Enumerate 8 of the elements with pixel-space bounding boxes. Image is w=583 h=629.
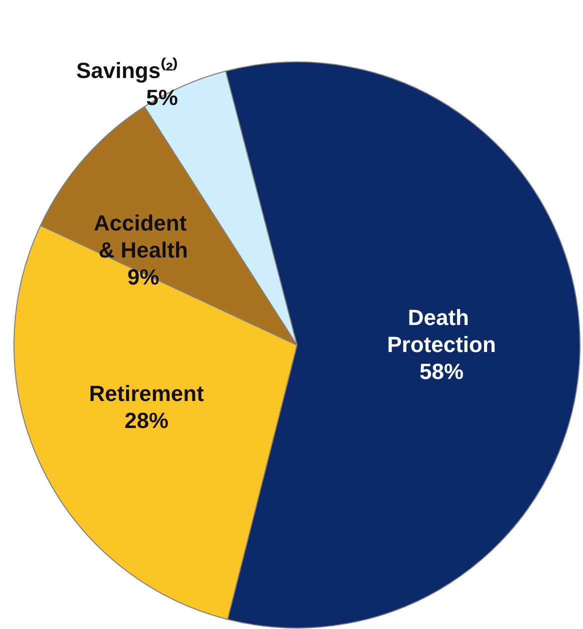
slice-label: Death Protection (387, 304, 496, 357)
data-label: 9% (127, 264, 160, 290)
data-label: 28% (124, 408, 168, 433)
slice-label: Accident & Health (94, 210, 193, 262)
data-label: 58% (419, 358, 464, 384)
slice-label: Retirement (89, 380, 205, 406)
data-label: 5% (146, 84, 178, 110)
slice-label: Savings⁽²⁾ (76, 56, 178, 83)
